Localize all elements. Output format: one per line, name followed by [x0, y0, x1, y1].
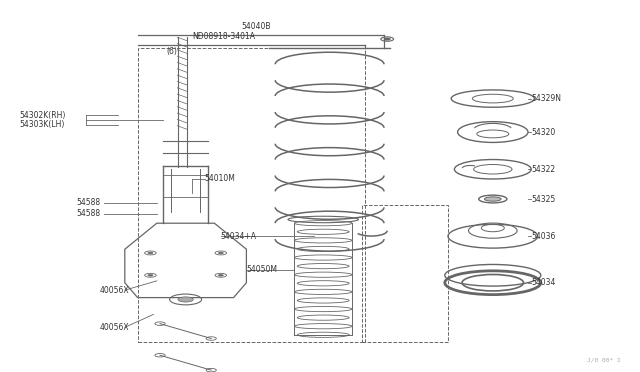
Ellipse shape — [178, 297, 193, 302]
Text: 54588: 54588 — [77, 198, 101, 207]
Text: 54010M: 54010M — [205, 174, 236, 183]
Text: 54302K(RH): 54302K(RH) — [19, 111, 65, 120]
Text: 54034: 54034 — [531, 278, 556, 287]
Text: (6): (6) — [166, 47, 177, 56]
Text: J/0 00* I: J/0 00* I — [587, 358, 621, 363]
Text: 54588: 54588 — [77, 209, 101, 218]
Ellipse shape — [218, 252, 223, 254]
Text: 54322: 54322 — [531, 165, 556, 174]
Ellipse shape — [218, 275, 223, 276]
Text: 54050M: 54050M — [246, 265, 277, 274]
Ellipse shape — [148, 252, 153, 254]
Text: 40056X: 40056X — [99, 323, 129, 332]
Bar — [138, 48, 365, 342]
Text: 54320: 54320 — [531, 128, 556, 137]
Bar — [362, 205, 448, 342]
Text: 54325: 54325 — [531, 195, 556, 203]
Text: 54036: 54036 — [531, 232, 556, 241]
Text: 54034+A: 54034+A — [221, 232, 257, 241]
Ellipse shape — [384, 38, 390, 40]
Text: 40056X: 40056X — [99, 286, 129, 295]
Ellipse shape — [484, 197, 501, 201]
Text: 54329N: 54329N — [531, 94, 561, 103]
Text: 54040B: 54040B — [241, 22, 271, 31]
Text: NÐ08918-3401A: NÐ08918-3401A — [192, 32, 255, 41]
Ellipse shape — [148, 275, 153, 276]
Text: 54303K(LH): 54303K(LH) — [19, 120, 65, 129]
